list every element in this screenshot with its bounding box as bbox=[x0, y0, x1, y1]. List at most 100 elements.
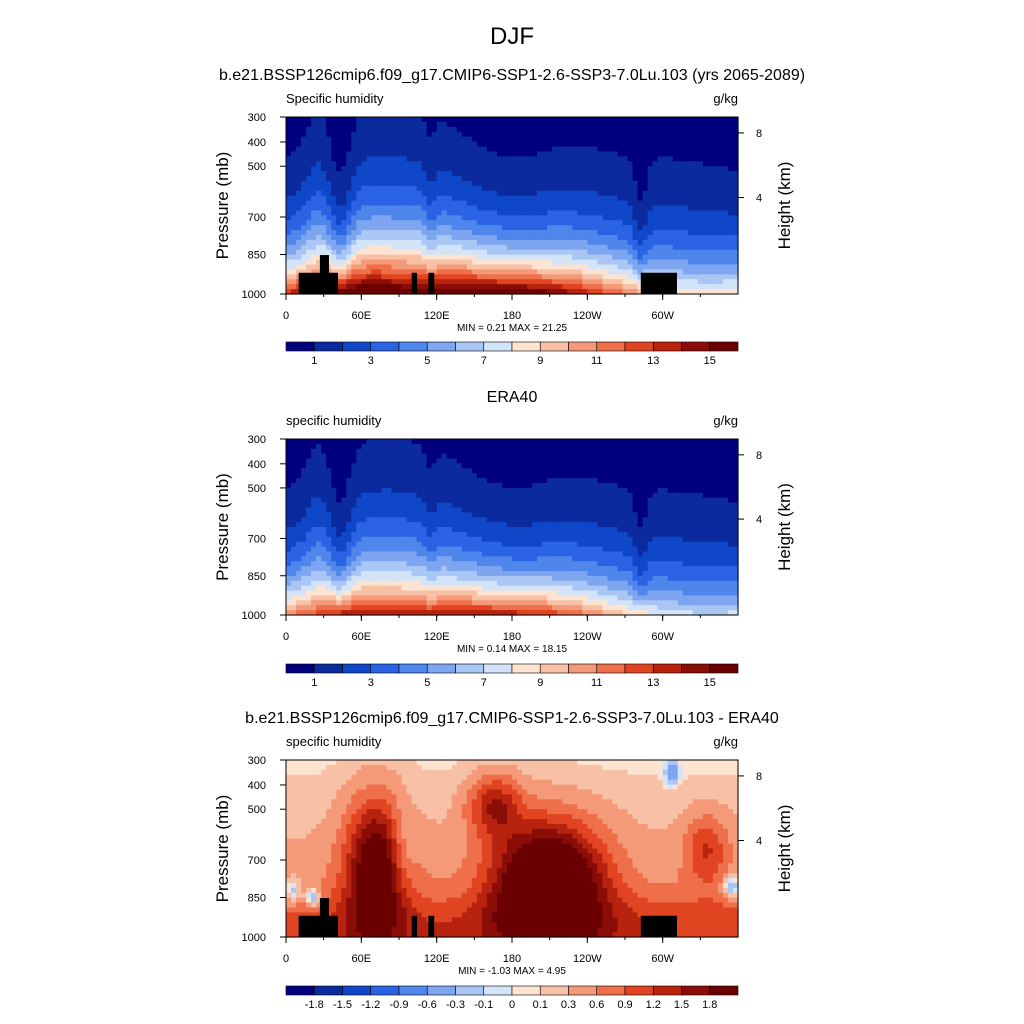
heat-cell bbox=[356, 176, 362, 182]
heat-cell bbox=[537, 176, 543, 182]
heat-cell bbox=[677, 239, 684, 246]
heat-cell bbox=[381, 210, 388, 216]
heat-cell bbox=[336, 259, 342, 266]
heat-cell bbox=[431, 200, 438, 207]
heat-cell bbox=[577, 497, 583, 504]
heat-cell bbox=[291, 473, 297, 479]
heat-cell bbox=[727, 239, 734, 246]
heat-cell bbox=[461, 254, 468, 261]
heat-cell bbox=[436, 200, 443, 207]
heat-cell bbox=[296, 190, 302, 197]
heat-cell bbox=[301, 497, 307, 504]
heat-cell bbox=[366, 279, 372, 285]
heat-cell bbox=[466, 443, 473, 450]
heat-cell bbox=[341, 527, 347, 533]
heat-cell bbox=[296, 176, 302, 182]
heat-cell bbox=[527, 210, 533, 216]
heat-cell bbox=[361, 121, 367, 128]
heat-cell bbox=[461, 220, 468, 226]
heat-cell bbox=[722, 448, 729, 455]
heat-cell bbox=[421, 151, 428, 157]
y-tick-label: 500 bbox=[248, 161, 266, 173]
heat-cell bbox=[617, 151, 624, 157]
heat-cell bbox=[602, 180, 609, 187]
heat-cell bbox=[406, 279, 413, 285]
heat-cell bbox=[512, 239, 518, 246]
heat-cell bbox=[577, 121, 583, 128]
heat-cell bbox=[471, 126, 478, 133]
heat-cell bbox=[577, 512, 583, 518]
heat-cell bbox=[557, 284, 563, 290]
heat-cell bbox=[401, 146, 408, 153]
heat-cell bbox=[481, 200, 488, 207]
heat-cell bbox=[466, 264, 473, 271]
heat-cell bbox=[446, 215, 453, 221]
heat-cell bbox=[567, 131, 573, 138]
heat-cell bbox=[466, 200, 473, 207]
heat-cell bbox=[391, 126, 398, 133]
heat-cell bbox=[517, 497, 523, 504]
heat-cell bbox=[667, 141, 674, 148]
heat-cell bbox=[396, 453, 403, 460]
heat-cell bbox=[612, 176, 619, 182]
heat-cell bbox=[592, 448, 598, 455]
heat-cell bbox=[336, 195, 342, 202]
heat-cell bbox=[532, 492, 538, 499]
heat-cell bbox=[466, 279, 473, 285]
heat-cell bbox=[471, 279, 478, 285]
heat-cell bbox=[326, 448, 332, 455]
heat-cell bbox=[486, 185, 493, 192]
heat-cell bbox=[517, 225, 523, 231]
heat-cell bbox=[572, 478, 578, 484]
heat-cell bbox=[306, 121, 312, 128]
heat-cell bbox=[587, 439, 593, 445]
heat-cell bbox=[667, 235, 674, 241]
heat-cell bbox=[542, 166, 548, 172]
heat-cell bbox=[587, 254, 593, 261]
heat-cell bbox=[411, 502, 418, 509]
heat-cell bbox=[692, 166, 699, 172]
heat-cell bbox=[707, 220, 714, 226]
heat-cell bbox=[577, 215, 583, 221]
heat-cell bbox=[391, 439, 398, 445]
heat-cell bbox=[637, 136, 644, 143]
heat-cell bbox=[662, 512, 669, 518]
heat-cell bbox=[341, 161, 347, 167]
heat-cell bbox=[506, 210, 513, 216]
heat-cell bbox=[396, 439, 403, 445]
heat-cell bbox=[607, 151, 614, 157]
heat-cell bbox=[321, 244, 327, 251]
heat-cell bbox=[727, 468, 734, 474]
heat-cell bbox=[722, 235, 729, 241]
heat-cell bbox=[426, 235, 433, 241]
heat-cell bbox=[286, 146, 292, 153]
heat-cell bbox=[707, 443, 714, 450]
heat-cell bbox=[456, 225, 463, 231]
heat-cell bbox=[371, 126, 377, 133]
heat-cell bbox=[687, 453, 694, 460]
heat-cell bbox=[426, 185, 433, 192]
heat-cell bbox=[707, 195, 714, 202]
heat-cell bbox=[702, 176, 709, 182]
heat-cell bbox=[677, 478, 684, 484]
heat-cell bbox=[391, 121, 398, 128]
heat-cell bbox=[311, 210, 317, 216]
heat-cell bbox=[677, 215, 684, 221]
heat-cell bbox=[517, 176, 523, 182]
heat-cell bbox=[697, 121, 704, 128]
heat-cell bbox=[632, 249, 639, 256]
heat-cell bbox=[617, 512, 624, 518]
heat-cell bbox=[421, 492, 428, 499]
heat-cell bbox=[707, 171, 714, 177]
heat-cell bbox=[732, 473, 739, 479]
heat-cell bbox=[336, 249, 342, 256]
heat-cell bbox=[326, 453, 332, 460]
heat-cell bbox=[501, 225, 508, 231]
heat-cell bbox=[421, 443, 428, 450]
heat-cell bbox=[607, 254, 614, 261]
heat-cell bbox=[441, 176, 448, 182]
heat-cell bbox=[461, 517, 468, 523]
heat-cell bbox=[506, 259, 513, 266]
heat-cell bbox=[612, 487, 619, 494]
heat-cell bbox=[351, 171, 357, 177]
